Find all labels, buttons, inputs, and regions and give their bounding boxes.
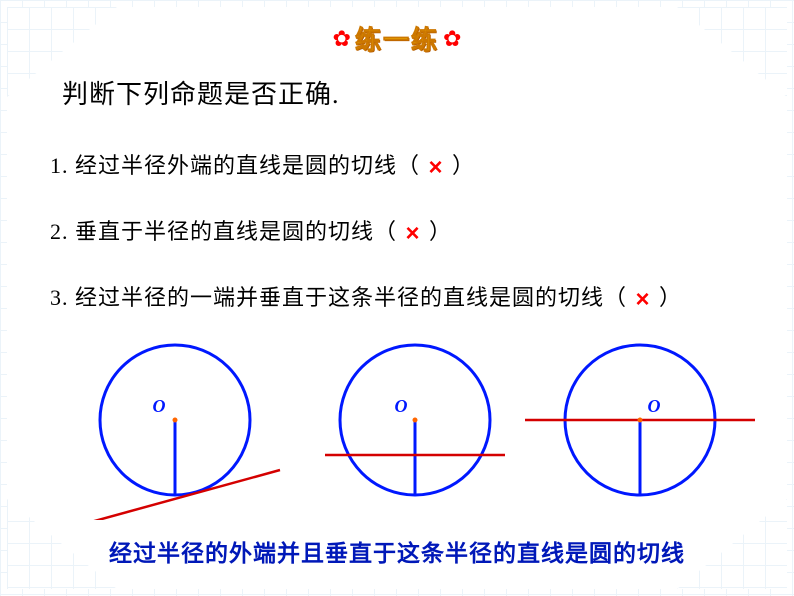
header-title: 练一练 bbox=[355, 20, 439, 57]
q3-num: 3. bbox=[50, 285, 69, 310]
q2-num: 2. bbox=[50, 219, 69, 244]
question-3: 3. 经过半径的一端并垂直于这条半径的直线是圆的切线（ × ） bbox=[50, 280, 682, 312]
svg-text:O: O bbox=[395, 396, 408, 416]
svg-text:O: O bbox=[648, 396, 661, 416]
q3-text: 经过半径的一端并垂直于这条半径的直线是圆的切线（ bbox=[75, 285, 627, 310]
q2-close: ） bbox=[429, 219, 452, 244]
instruction-text: 判断下列命题是否正确. bbox=[62, 74, 340, 111]
question-2: 2. 垂直于半径的直线是圆的切线（ × ） bbox=[50, 214, 452, 246]
flower-icon-left: ✿ bbox=[333, 28, 351, 50]
q3-answer-mark: × bbox=[636, 286, 651, 314]
flower-icon-right: ✿ bbox=[443, 28, 461, 50]
diagrams-svg: OOO bbox=[0, 320, 794, 520]
conclusion-text: 经过半径的外端并且垂直于这条半径的直线是圆的切线 bbox=[0, 534, 794, 568]
q1-close: ） bbox=[452, 153, 475, 178]
q1-num: 1. bbox=[50, 153, 69, 178]
svg-text:O: O bbox=[153, 396, 166, 416]
header-badge: ✿ 练一练 ✿ bbox=[333, 20, 462, 57]
question-1: 1. 经过半径外端的直线是圆的切线（ × ） bbox=[50, 148, 475, 180]
q2-text: 垂直于半径的直线是圆的切线（ bbox=[75, 219, 397, 244]
q1-text: 经过半径外端的直线是圆的切线（ bbox=[75, 153, 420, 178]
q2-answer-mark: × bbox=[406, 220, 421, 248]
q1-answer-mark: × bbox=[429, 154, 444, 182]
q3-close: ） bbox=[659, 285, 682, 310]
